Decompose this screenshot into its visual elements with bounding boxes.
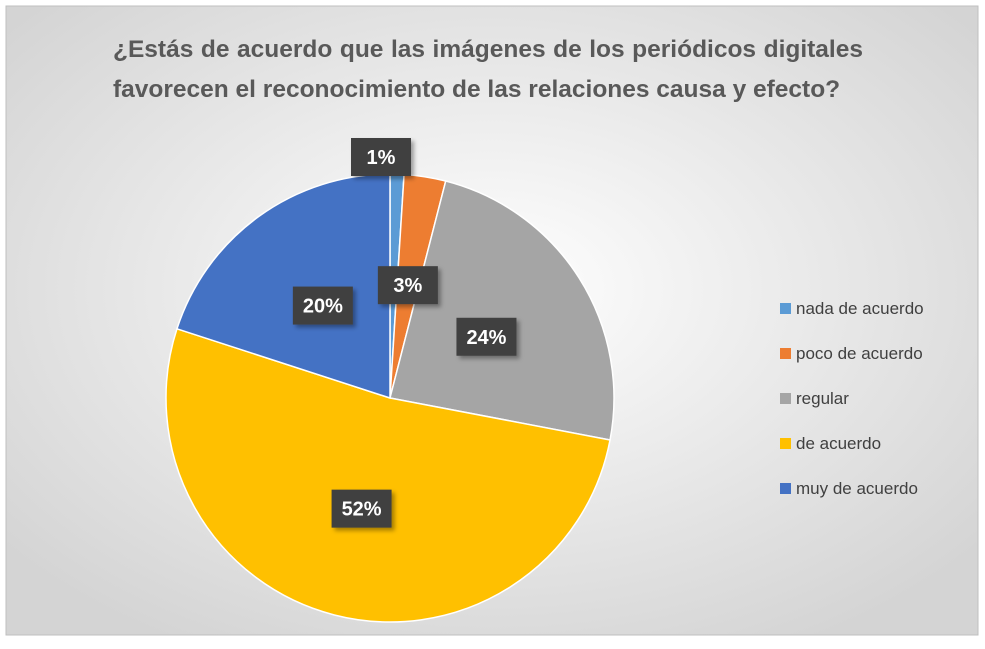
pie-slice — [165, 327, 611, 623]
legend-swatch — [780, 303, 791, 314]
data-label-box — [292, 286, 353, 325]
legend-label: de acuerdo — [796, 434, 881, 453]
chart-title: ¿Estás de acuerdo que las imágenes de lo… — [113, 36, 863, 103]
data-label-box — [456, 317, 517, 356]
data-label: 52% — [342, 499, 382, 521]
legend-label: muy de acuerdo — [796, 479, 918, 498]
data-label-box — [351, 138, 411, 176]
legend-swatch — [780, 483, 791, 494]
legend-swatch — [780, 348, 791, 359]
data-label: 20% — [303, 296, 343, 318]
data-label: 1% — [367, 147, 396, 169]
legend-label: nada de acuerdo — [796, 299, 924, 318]
legend-label: poco de acuerdo — [796, 344, 923, 363]
pie-slice — [176, 173, 391, 400]
data-label-box — [331, 489, 392, 528]
pie-slice — [389, 180, 615, 441]
legend-swatch — [780, 438, 791, 449]
data-label: 24% — [466, 327, 506, 349]
legend-label: regular — [796, 389, 849, 408]
data-label-box — [377, 266, 438, 305]
data-label: 3% — [393, 275, 422, 297]
legend-swatch — [780, 393, 791, 404]
